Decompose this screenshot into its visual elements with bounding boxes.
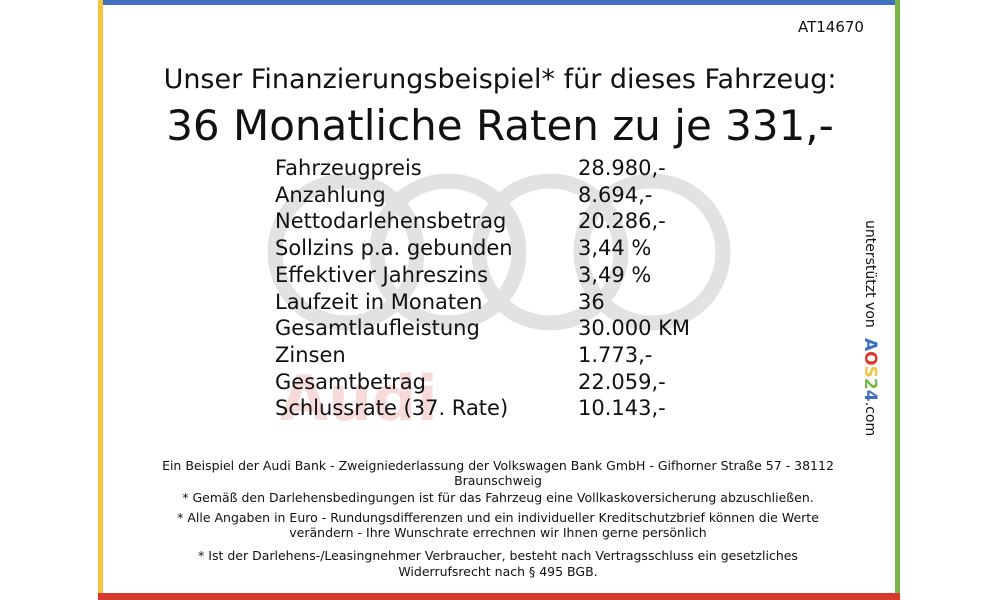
brand-letter: O: [860, 351, 880, 366]
row-label: Zinsen: [275, 342, 346, 367]
frame-left: [98, 0, 103, 600]
brand-letter: 2: [860, 378, 880, 390]
footer-line: Ein Beispiel der Audi Bank - Zweignieder…: [162, 458, 834, 473]
row-label: Sollzins p.a. gebunden: [275, 236, 513, 261]
footer-line: verändern - Ihre Wunschrate errechnen wi…: [289, 525, 707, 540]
row-label: Effektiver Jahreszins: [275, 262, 489, 287]
row-value: 1.773,-: [578, 342, 653, 367]
sponsor-domain: .com: [862, 401, 878, 437]
footer-line: * Ist der Darlehens-/Leasingnehmer Verbr…: [198, 548, 798, 563]
row-value: 28.980,-: [578, 156, 666, 180]
audi-watermark: Audi: [280, 362, 438, 435]
row-value: 30.000 KM: [578, 316, 691, 341]
brand-letter: A: [860, 338, 880, 352]
sponsor-text: unterstützt von: [862, 220, 878, 328]
row-value: 3,44 %: [578, 236, 652, 261]
row-value: 8.694,-: [578, 182, 653, 207]
brand-letter: 4: [860, 389, 880, 402]
frame-top: [98, 0, 900, 5]
row-label: Nettodarlehensbetrag: [275, 209, 507, 234]
row-label: Gesamtlaufleistung: [275, 316, 480, 341]
row-value: 22.059,-: [578, 369, 666, 394]
row-label: Gesamtbetrag: [275, 369, 427, 394]
row-value: 10.143,-: [578, 396, 666, 421]
row-value: 3,49 %: [578, 262, 652, 287]
sponsor: unterstützt von AOS24.com: [860, 220, 880, 436]
row-label: Schlussrate (37. Rate): [275, 396, 509, 421]
row-value: 20.286,-: [578, 209, 666, 234]
ad-id: AT14670: [798, 18, 864, 36]
footer-line: * Alle Angaben in Euro - Rundungsdiffere…: [177, 510, 819, 525]
frame-right: [895, 0, 900, 600]
row-label: Fahrzeugpreis: [275, 156, 422, 180]
footer-line: Braunschweig: [454, 473, 542, 488]
sponsor-brand: AOS24: [860, 338, 880, 402]
row-value: 36: [578, 289, 605, 314]
row-label: Anzahlung: [275, 182, 386, 207]
frame-bottom: [98, 593, 900, 600]
footer-line: Widerrufsrecht nach § 495 BGB.: [398, 564, 598, 579]
footer-line: * Gemäß den Darlehensbedingungen ist für…: [182, 490, 814, 505]
brand-letter: S: [860, 365, 880, 379]
title: Unser Finanzierungsbeispiel* für dieses …: [163, 64, 837, 95]
row-label: Laufzeit in Monaten: [275, 289, 483, 314]
headline: 36 Monatliche Raten zu je 331,-: [166, 101, 834, 150]
